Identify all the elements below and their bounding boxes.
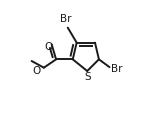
Text: Br: Br: [111, 63, 122, 73]
Text: S: S: [84, 72, 91, 81]
Text: Br: Br: [60, 14, 71, 24]
Text: O: O: [45, 42, 53, 52]
Text: O: O: [33, 65, 41, 75]
